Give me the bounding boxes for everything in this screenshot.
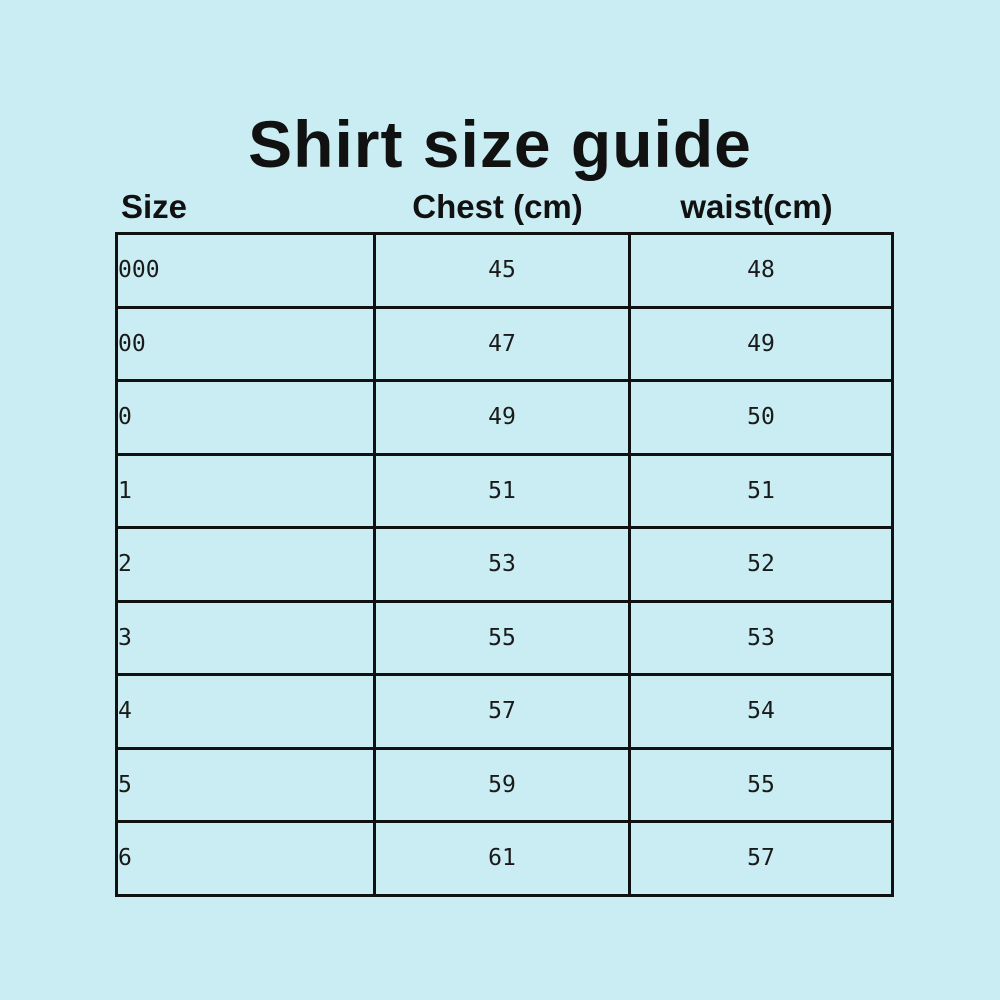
page-title: Shirt size guide: [248, 107, 752, 182]
table-row: 00 47 49: [115, 305, 894, 382]
waist-value: 48: [628, 232, 894, 309]
size-value: 6: [115, 820, 376, 897]
waist-value: 52: [628, 526, 894, 603]
size-value: 2: [115, 526, 376, 603]
size-value: 3: [115, 599, 376, 676]
column-header-chest: Chest (cm): [412, 188, 583, 225]
chest-value: 59: [373, 746, 631, 823]
chest-value: 51: [373, 452, 631, 529]
table-row: 000 45 48: [115, 232, 894, 309]
table-row: 1 51 51: [115, 452, 894, 529]
chest-value: 47: [373, 305, 631, 382]
waist-value: 57: [628, 820, 894, 897]
chest-value: 61: [373, 820, 631, 897]
table-row: 0 49 50: [115, 379, 894, 456]
waist-value: 51: [628, 452, 894, 529]
waist-value: 50: [628, 379, 894, 456]
size-value: 4: [115, 673, 376, 750]
waist-value: 54: [628, 673, 894, 750]
size-value: 0: [115, 379, 376, 456]
table-row: 3 55 53: [115, 599, 894, 676]
size-guide-table: Size Chest (cm) waist(cm) 000 45 48 00 4…: [115, 188, 894, 897]
waist-value: 53: [628, 599, 894, 676]
table-row: 4 57 54: [115, 673, 894, 750]
size-value: 000: [115, 232, 376, 309]
chest-value: 57: [373, 673, 631, 750]
size-table-grid: 000 45 48 00 47 49 0 49 50 1 51 51 2 53: [115, 232, 894, 897]
table-row: 6 61 57: [115, 820, 894, 897]
size-value: 00: [115, 305, 376, 382]
chest-value: 49: [373, 379, 631, 456]
table-row: 5 59 55: [115, 746, 894, 823]
size-value: 5: [115, 746, 376, 823]
column-header-size: Size: [121, 188, 188, 225]
size-value: 1: [115, 452, 376, 529]
waist-value: 55: [628, 746, 894, 823]
chest-value: 45: [373, 232, 631, 309]
waist-value: 49: [628, 305, 894, 382]
chest-value: 55: [373, 599, 631, 676]
chest-value: 53: [373, 526, 631, 603]
table-row: 2 53 52: [115, 526, 894, 603]
column-header-waist: waist(cm): [680, 188, 833, 225]
table-header-row: Size Chest (cm) waist(cm): [115, 188, 888, 226]
